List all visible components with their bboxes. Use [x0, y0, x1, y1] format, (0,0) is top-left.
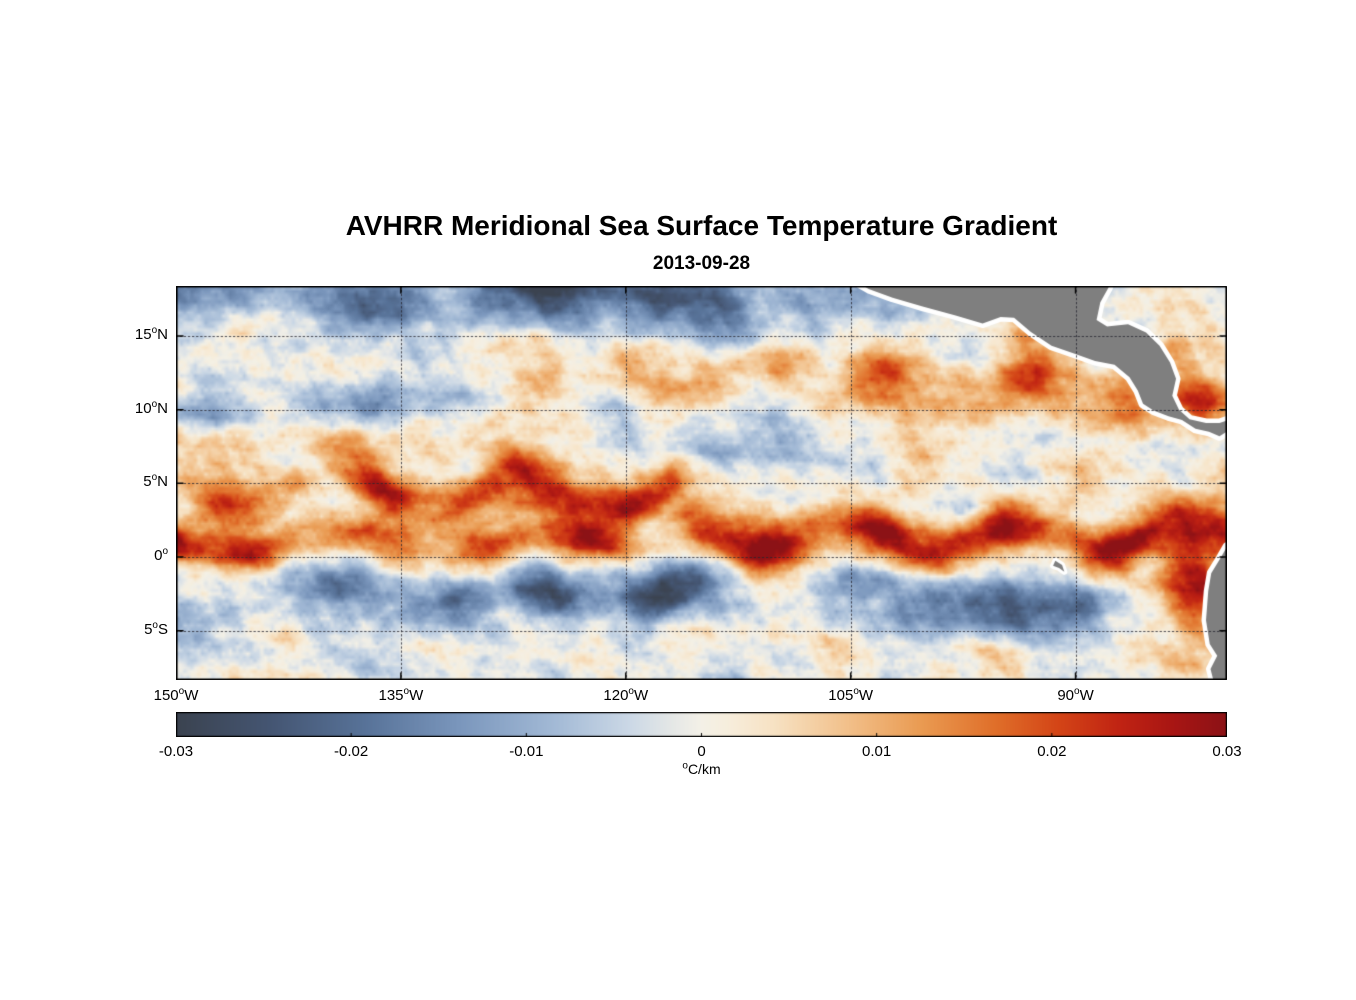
x-tick-label-135w: 135oW: [378, 686, 424, 705]
colorbar-tick-label: -0.01: [509, 743, 544, 760]
y-tick-label-10N: 10oN: [134, 398, 168, 417]
x-tick-label-150w: 150oW: [153, 686, 199, 705]
y-tick-label-5N: 5oN: [143, 472, 168, 491]
colorbar-tick-label: 0.03: [1212, 743, 1242, 760]
colorbar-unit-label: oC/km: [176, 761, 1227, 777]
colorbar-unit-text: C/km: [687, 761, 721, 777]
y-tick-label-5S: 5oS: [144, 619, 168, 638]
colorbar: [176, 712, 1227, 737]
colorbar-unit-degree-symbol: o: [682, 760, 688, 772]
colorbar-tick-label: -0.02: [334, 743, 369, 760]
colorbar-tick-label: -0.03: [158, 743, 194, 760]
colorbar-tick-label: 0.02: [1037, 743, 1067, 760]
x-tick-label-105w: 105oW: [828, 686, 874, 705]
x-tick-label-90w: 90oW: [1057, 686, 1094, 705]
y-tick-label-15N: 15oN: [134, 325, 168, 344]
x-tick-label-120w: 120oW: [603, 686, 649, 705]
colorbar-tick-label: 0.01: [862, 743, 892, 760]
y-tick-label-0deg: 0o: [154, 546, 168, 565]
sst-gradient-heatmap: [176, 286, 1227, 680]
colorbar-tick-label: 0: [697, 743, 706, 760]
chart-title: AVHRR Meridional Sea Surface Temperature…: [345, 210, 1058, 241]
chart-subtitle: 2013-09-28: [652, 253, 751, 274]
